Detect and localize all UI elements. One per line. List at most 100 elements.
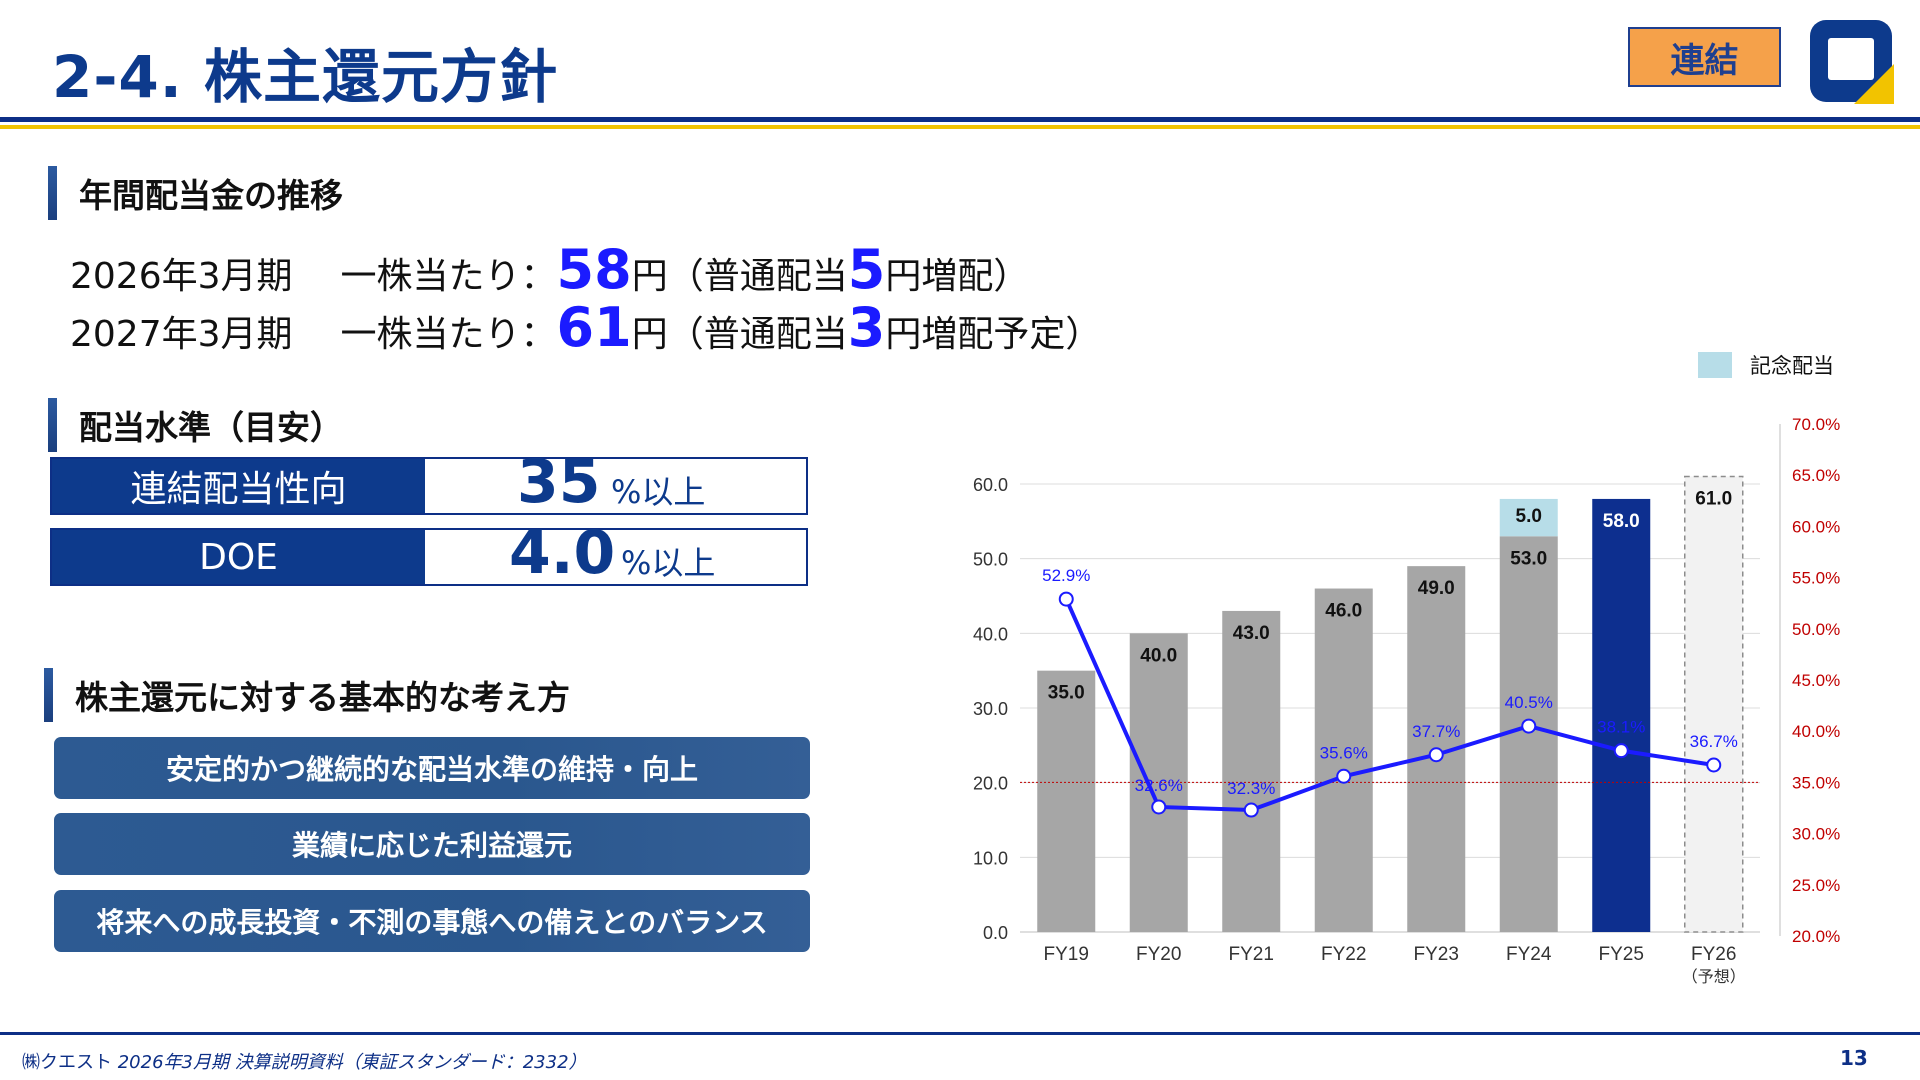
footer-doc: 2026年3月期 決算説明資料（東証スタンダード：2332） bbox=[117, 1052, 587, 1073]
y-left-tick-label: 10.0 bbox=[973, 848, 1008, 868]
header-rule-blue bbox=[0, 117, 1920, 122]
payout-ratio-label: 38.1% bbox=[1597, 718, 1645, 737]
period-label: 2027年3月期 bbox=[70, 314, 293, 355]
y-right-tick-label: 50.0% bbox=[1792, 620, 1840, 639]
period-label: 2026年3月期 bbox=[70, 256, 293, 297]
footer-company: ㈱クエスト bbox=[22, 1052, 112, 1073]
per-share-label: 一株当たり： bbox=[340, 314, 557, 355]
x-tick-label: FY24 bbox=[1506, 944, 1552, 965]
y-right-tick-label: 30.0% bbox=[1792, 825, 1840, 844]
y-left-tick-label: 20.0 bbox=[973, 774, 1008, 794]
section-heading: 年間配当金の推移 bbox=[79, 176, 343, 215]
bar-value-label: 53.0 bbox=[1510, 548, 1547, 569]
page-title: 2-4. 株主還元方針 bbox=[52, 43, 559, 111]
payout-ratio-label: 32.3% bbox=[1227, 779, 1275, 798]
note-open: （普通配当 bbox=[667, 256, 848, 297]
increase-amount: 5 bbox=[847, 238, 886, 301]
x-tick-sublabel: （予想） bbox=[1682, 968, 1746, 986]
bar-FY20 bbox=[1129, 633, 1188, 932]
bar-value-label: 40.0 bbox=[1140, 645, 1177, 666]
bar-value-label: 58.0 bbox=[1603, 511, 1640, 532]
payout-ratio-point bbox=[1706, 757, 1722, 773]
policy-item: 業績に応じた利益還元 bbox=[54, 813, 810, 875]
yen-unit: 円 bbox=[631, 256, 668, 297]
payout-ratio-point bbox=[1058, 591, 1074, 607]
x-tick-label: FY26 bbox=[1691, 944, 1736, 965]
bar-value-label: 46.0 bbox=[1325, 601, 1362, 622]
section-heading: 株主還元に対する基本的な考え方 bbox=[75, 678, 570, 717]
section-dividend-trend: 年間配当金の推移 bbox=[48, 166, 343, 220]
target-unit: %以上 bbox=[611, 473, 706, 511]
target-row-doe: DOE 4.0 %以上 bbox=[50, 518, 808, 588]
target-label: 連結配当性向 bbox=[52, 459, 425, 513]
bar-commemorative-label: 5.0 bbox=[1516, 506, 1542, 527]
x-tick-label: FY25 bbox=[1599, 944, 1644, 965]
payout-ratio-point bbox=[1428, 747, 1444, 763]
policy-item: 安定的かつ継続的な配当水準の維持・向上 bbox=[54, 737, 810, 799]
y-left-tick-label: 40.0 bbox=[973, 624, 1008, 644]
per-share-label: 一株当たり： bbox=[340, 256, 557, 297]
payout-ratio-label: 37.7% bbox=[1412, 722, 1460, 741]
yen-unit: 円 bbox=[631, 314, 668, 355]
increase-amount: 3 bbox=[847, 296, 886, 359]
y-right-tick-label: 55.0% bbox=[1792, 569, 1840, 588]
payout-ratio-point bbox=[1521, 718, 1537, 734]
dividend-amount: 58 bbox=[556, 238, 632, 301]
payout-ratio-label: 32.6% bbox=[1135, 776, 1183, 795]
x-tick-label: FY21 bbox=[1229, 944, 1274, 965]
target-label: DOE bbox=[52, 530, 425, 584]
bar-FY21 bbox=[1222, 610, 1281, 932]
bar-value-label: 49.0 bbox=[1418, 578, 1455, 599]
bar-FY25 bbox=[1592, 498, 1651, 932]
y-left-tick-label: 60.0 bbox=[973, 475, 1008, 495]
section-marker bbox=[48, 398, 57, 452]
x-tick-label: FY22 bbox=[1321, 944, 1366, 965]
x-tick-label: FY19 bbox=[1044, 944, 1089, 965]
y-left-tick-label: 50.0 bbox=[973, 550, 1008, 570]
page-number: 13 bbox=[1840, 1046, 1868, 1070]
company-logo bbox=[1810, 20, 1894, 104]
target-unit: %以上 bbox=[621, 544, 716, 582]
legend-swatch bbox=[1698, 352, 1732, 378]
y-left-tick-label: 0.0 bbox=[983, 923, 1008, 943]
bar-FY22 bbox=[1314, 588, 1373, 932]
footer-text: ㈱クエスト 2026年3月期 決算説明資料（東証スタンダード：2332） bbox=[22, 1048, 587, 1074]
target-value-cell: 35 %以上 bbox=[425, 447, 806, 517]
y-right-tick-label: 65.0% bbox=[1792, 466, 1840, 485]
dividend-amount: 61 bbox=[556, 296, 632, 359]
payout-ratio-label: 36.7% bbox=[1690, 732, 1738, 751]
section-return-policy: 株主還元に対する基本的な考え方 bbox=[44, 668, 570, 722]
y-right-tick-label: 35.0% bbox=[1792, 773, 1840, 792]
bar-commemorative-FY24 bbox=[1499, 498, 1558, 537]
y-right-tick-label: 20.0% bbox=[1792, 927, 1840, 946]
dividend-line-2026: 2026年3月期 一株当たり：58円（普通配当5円増配） bbox=[70, 238, 1029, 301]
section-marker bbox=[44, 668, 53, 722]
payout-ratio-point bbox=[1613, 743, 1629, 759]
bar-FY19 bbox=[1037, 670, 1096, 932]
payout-ratio-label: 52.9% bbox=[1042, 566, 1090, 585]
payout-ratio-label: 40.5% bbox=[1505, 693, 1553, 712]
target-value-cell: 4.0 %以上 bbox=[425, 518, 806, 588]
header-rule-yellow bbox=[0, 125, 1920, 129]
target-value: 4.0 bbox=[509, 518, 616, 588]
bar-value-label: 35.0 bbox=[1048, 683, 1085, 704]
y-left-tick-label: 30.0 bbox=[973, 699, 1008, 719]
bar-value-label: 43.0 bbox=[1233, 623, 1270, 644]
section-marker bbox=[48, 166, 57, 220]
y-right-tick-label: 25.0% bbox=[1792, 876, 1840, 895]
dividend-chart: 0.0 10.0 20.0 30.0 40.0 50.0 60.0 20.0% 25.0% 30.… bbox=[973, 352, 1840, 986]
payout-ratio-label: 35.6% bbox=[1320, 743, 1368, 762]
payout-ratio-point bbox=[1151, 799, 1167, 815]
dividend-line-2027: 2027年3月期 一株当たり：61円（普通配当3円増配予定） bbox=[70, 296, 1101, 359]
payout-ratio-point bbox=[1336, 768, 1352, 784]
legend-label: 記念配当 bbox=[1750, 355, 1834, 378]
footer-rule bbox=[0, 1032, 1920, 1035]
payout-ratio-line bbox=[1064, 598, 1715, 813]
y-right-tick-label: 40.0% bbox=[1792, 722, 1840, 741]
target-value: 35 bbox=[517, 447, 601, 517]
bar-FY26 bbox=[1684, 475, 1744, 933]
note-close: 円増配） bbox=[885, 256, 1030, 297]
policy-item: 将来への成長投資・不測の事態への備えとのバランス bbox=[54, 890, 810, 952]
bar-value-label: 61.0 bbox=[1695, 489, 1732, 510]
payout-ratio-point bbox=[1243, 802, 1259, 818]
